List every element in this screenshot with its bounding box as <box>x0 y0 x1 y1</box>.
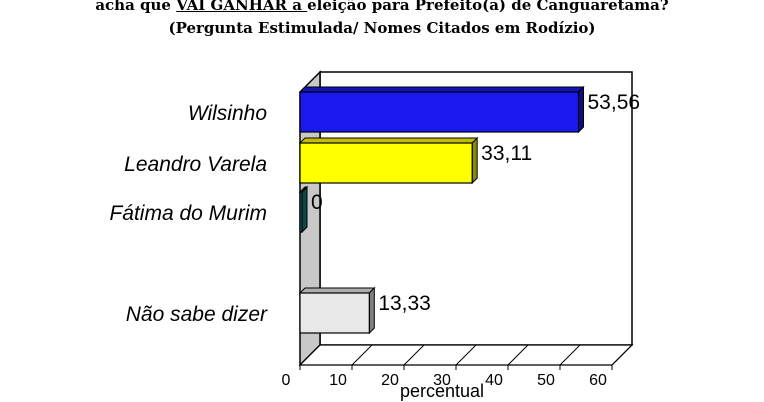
x-tick-label: 60 <box>589 372 607 389</box>
title-part2: eleição para Prefeito(a) de Canguaretama… <box>307 0 669 14</box>
floor-grid-line <box>403 344 425 366</box>
x-tick-label: 30 <box>433 372 451 389</box>
floor-grid-line <box>559 344 581 366</box>
floor-grid-line <box>299 344 321 366</box>
bar <box>299 142 473 184</box>
bar-top-face <box>298 287 376 294</box>
bar-side-face <box>578 85 585 134</box>
bar <box>299 292 370 334</box>
x-tick-label: 10 <box>329 372 347 389</box>
chart-title-line1: acha que VAI GANHAR a eleição para Prefe… <box>0 0 764 16</box>
floor-grid-line <box>455 344 477 366</box>
title-underlined: VAI GANHAR a <box>176 0 308 14</box>
x-tick-label: 40 <box>485 372 503 389</box>
chart-subtitle: (Pergunta Estimulada/ Nomes Citados em R… <box>168 19 596 37</box>
bar <box>299 191 303 233</box>
floor-grid-line <box>611 344 633 366</box>
category-label: Não sabe dizer <box>126 303 268 326</box>
bar-side-face <box>301 185 308 234</box>
x-tick-label: 0 <box>282 372 291 389</box>
category-label: Wilsinho <box>188 102 267 125</box>
x-axis-title: percentual <box>400 381 484 401</box>
bar <box>299 91 580 133</box>
floor-grid-line <box>507 344 529 366</box>
bar-top-face <box>298 137 479 144</box>
bar-side-face <box>471 136 478 185</box>
data-label: 33,11 <box>481 142 532 165</box>
title-part1: acha que <box>95 0 177 14</box>
x-tick-label: 50 <box>537 372 555 389</box>
category-label: Leandro Varela <box>124 153 267 176</box>
floor-grid-line <box>351 344 373 366</box>
data-label: 0 <box>311 191 323 214</box>
category-label: Fátima do Murim <box>109 202 267 225</box>
bar-top-face <box>298 86 585 93</box>
x-tick-label: 20 <box>381 372 399 389</box>
bar-side-face <box>368 286 375 335</box>
data-label: 53,56 <box>588 91 641 114</box>
data-label: 13,33 <box>378 292 431 315</box>
